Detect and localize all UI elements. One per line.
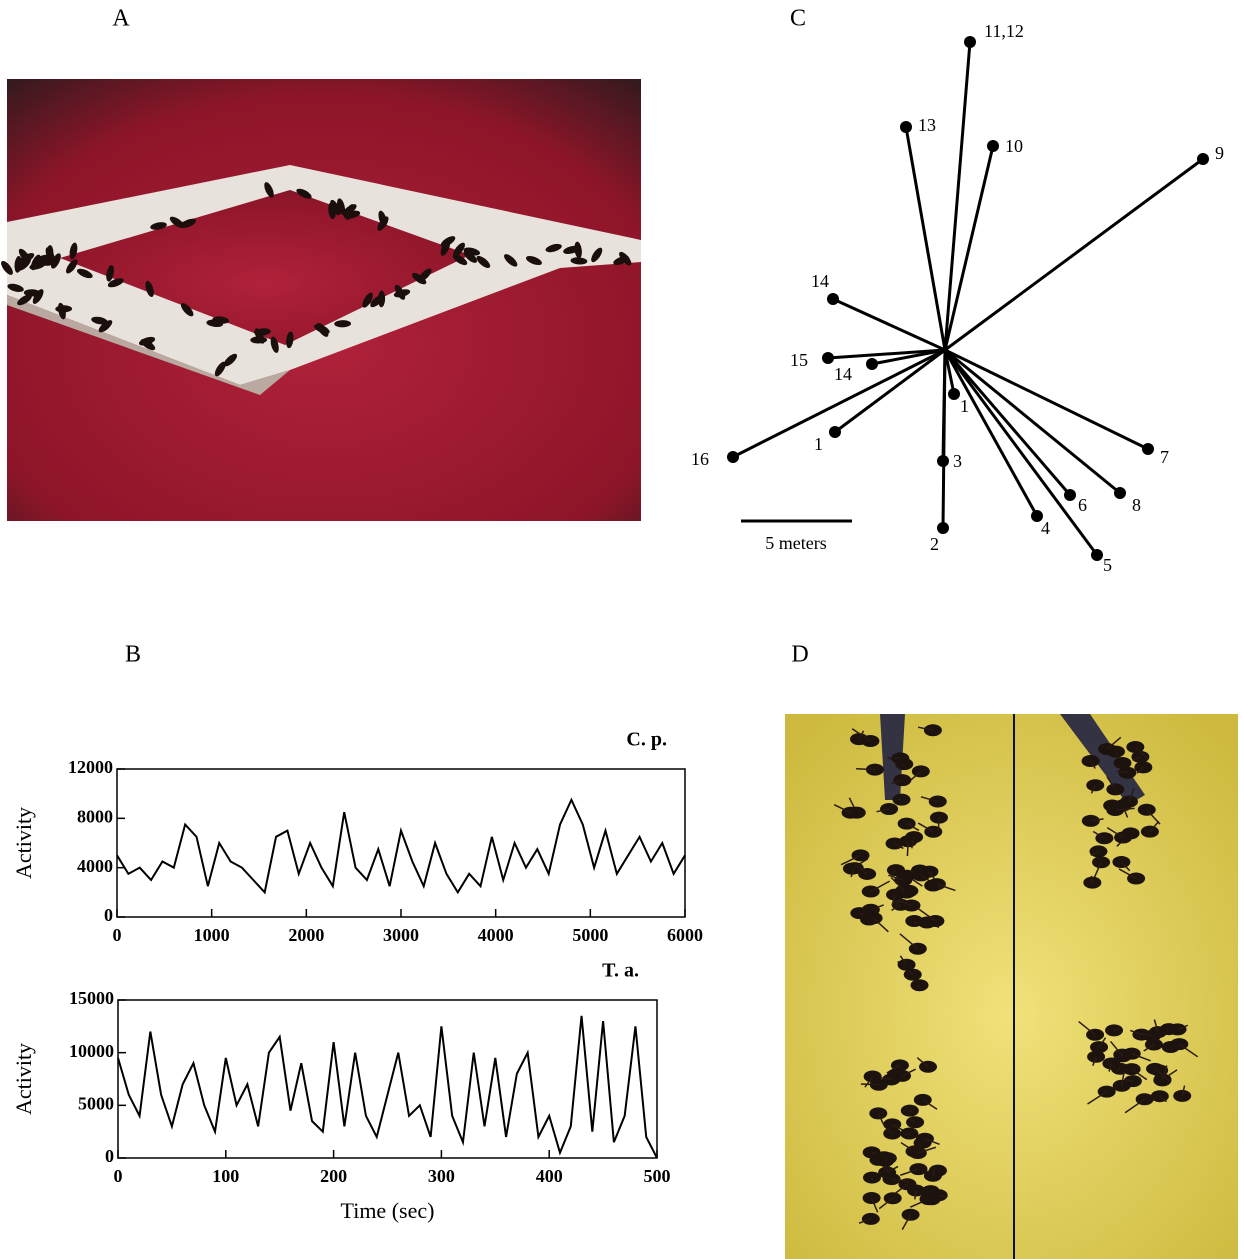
figure: A B C D 11,12 13 10 9 14 15 14 1 1 16 3 7 8 6 4 5 2 5 me… [0,0,1244,1259]
trail-end [1142,443,1154,455]
x-tick-label: 0 [113,925,122,945]
x-tick-label: 4000 [478,925,514,945]
node-label: 5 [1103,555,1112,575]
ant-leg [856,769,875,770]
ant-leg [861,1084,879,1085]
node-label: 14 [811,271,829,291]
trail [906,127,945,350]
node-label: 13 [918,115,936,135]
node-label: 6 [1078,495,1087,515]
node-label: 16 [691,449,709,469]
y-tick-label: 0 [105,1146,114,1166]
trail-end [829,426,841,438]
scale-label: 5 meters [765,533,826,553]
x-tick-label: 500 [644,1166,671,1186]
y-tick-label: 10000 [69,1041,114,1061]
node-label: 9 [1215,143,1224,163]
panel-label: C [790,6,806,32]
ant-leg [872,1178,873,1181]
x-tick-label: 1000 [194,925,230,945]
activity-line [118,1016,657,1158]
node-label: 1 [814,434,823,454]
y-tick-label: 8000 [77,806,113,826]
panel-label: A [112,6,130,32]
plot-frame [117,769,685,917]
node-label: 11,12 [984,21,1024,41]
trail-end [1197,153,1209,165]
y-tick-label: 4000 [77,856,113,876]
x-tick-label: 200 [320,1166,347,1186]
x-tick-label: 6000 [667,925,703,945]
x-tick-label: 100 [212,1166,239,1186]
x-tick-label: 400 [536,1166,563,1186]
x-axis-title: Time (sec) [341,1198,435,1223]
node-label: 4 [1041,518,1050,538]
trail-end [987,140,999,152]
y-tick-label: 15000 [69,988,114,1008]
trail [945,350,1070,495]
node-label: 15 [790,350,808,370]
photo-ant-bridge [0,79,641,521]
photo-ant-clusters [785,714,1238,1259]
node-label: 7 [1160,447,1169,467]
trail-end [964,36,976,48]
ant-leg [1091,876,1092,883]
trail-end [866,358,878,370]
x-tick-label: 2000 [288,925,324,945]
x-tick-label: 5000 [572,925,608,945]
series-title: C. p. [626,729,667,751]
y-tick-label: 5000 [78,1093,114,1113]
trail-end [827,293,839,305]
y-tick-label: 0 [104,905,113,925]
trail [943,350,945,528]
trail-diagram: 11,12 13 10 9 14 15 14 1 1 16 3 7 8 6 4 5 2 [691,21,1224,575]
y-tick-label: 12000 [68,757,113,777]
trail-end [948,388,960,400]
node-label: 14 [834,364,852,384]
node-label: 3 [953,451,962,471]
ant-leg [938,818,939,832]
node-label: 10 [1005,136,1023,156]
series-title: T. a. [602,960,639,982]
trail [945,350,1097,555]
trail [835,350,945,432]
panel-label: D [791,642,808,668]
trail-end [1064,489,1076,501]
trail-end [1114,487,1126,499]
node-label: 2 [930,534,939,554]
panel-label: B [125,642,141,668]
x-tick-label: 3000 [383,925,419,945]
trail [833,299,945,350]
y-axis-title: Activity [11,1043,36,1115]
activity-line [117,800,685,893]
trail-end [822,352,834,364]
trail-end [1091,549,1103,561]
trail-end [900,121,912,133]
y-axis-title: Activity [11,807,36,879]
node-label: 1 [960,396,969,416]
node-label: 8 [1132,495,1141,515]
ant-leg [907,841,908,856]
trail-end [937,522,949,534]
trail-end [727,451,739,463]
trail [945,42,970,350]
ant-leg [893,758,900,759]
trail [945,350,1037,516]
x-tick-label: 300 [428,1166,455,1186]
x-tick-label: 0 [114,1166,123,1186]
